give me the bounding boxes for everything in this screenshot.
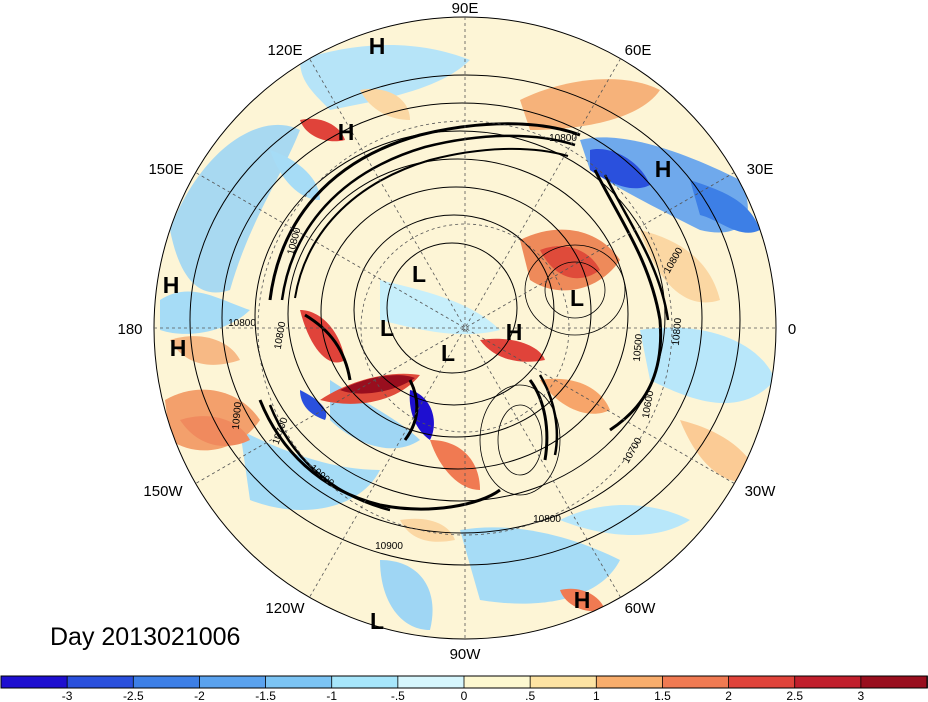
colorbar-cell [331, 675, 399, 689]
colorbar-tick-label: -3 [62, 689, 73, 702]
high-pressure-marker: H [163, 272, 180, 298]
lon-label-180: 180 [117, 321, 142, 338]
colorbar-cell [463, 675, 532, 689]
contour-label: 10800 [228, 318, 256, 329]
colorbar-cell [397, 675, 465, 689]
contour-label: 10900 [231, 401, 244, 430]
contour-label: 10800 [273, 320, 289, 350]
lon-label-150w: 150W [143, 483, 183, 500]
colorbar-cell [529, 675, 598, 689]
low-pressure-marker: L [570, 285, 584, 311]
low-pressure-marker: L [412, 261, 426, 287]
lon-label-30e: 30E [747, 161, 774, 178]
longitude-labels: 90E 60E 30E 0 30W 60W 90W 120W 150W 180 … [117, 0, 796, 663]
contour-label: 10500 [632, 333, 645, 362]
colorbar-cells [0, 675, 928, 689]
lon-label-90w: 90W [450, 646, 482, 663]
lon-label-150e: 150E [148, 161, 183, 178]
contour-label: 10900 [375, 541, 403, 552]
colorbar-tick-label: 1 [593, 689, 600, 702]
colorbar: -3 -2.5 -2 -1.5 -1 -.5 0 .5 1 1.5 2 2.5 3 [0, 675, 928, 702]
colorbar-cell [860, 675, 928, 689]
pressure-centers: H H H H H H H L L L L L [163, 33, 672, 634]
colorbar-cell [265, 675, 333, 689]
colorbar-tick-label: -.5 [391, 689, 405, 702]
graticule [154, 17, 776, 639]
high-pressure-marker: H [369, 33, 386, 59]
colorbar-tick-label: -2 [194, 689, 205, 702]
colorbar-cell [66, 675, 135, 689]
colorbar-tick-label: .5 [525, 689, 535, 702]
low-pressure-marker: L [370, 608, 384, 634]
colorbar-cell [595, 675, 664, 689]
contour-label: 10800 [549, 133, 577, 144]
high-pressure-marker: H [655, 156, 672, 182]
colorbar-tick-labels: -3 -2.5 -2 -1.5 -1 -.5 0 .5 1 1.5 2 2.5 3 [62, 689, 865, 702]
low-pressure-marker: L [380, 315, 394, 341]
contour-label: 10800 [533, 514, 561, 525]
colorbar-tick-label: -1.5 [255, 689, 276, 702]
colorbar-cell [199, 675, 267, 689]
colorbar-tick-label: -2.5 [123, 689, 144, 702]
lon-label-60e: 60E [625, 42, 652, 59]
lon-label-30w: 30W [745, 483, 777, 500]
high-pressure-marker: H [506, 319, 523, 345]
high-pressure-marker: H [338, 119, 355, 145]
high-pressure-marker: H [170, 335, 187, 361]
colorbar-tick-label: 0 [461, 689, 468, 702]
colorbar-cell [132, 675, 201, 689]
lon-label-90e: 90E [452, 0, 479, 17]
colorbar-tick-label: 3 [858, 689, 865, 702]
colorbar-tick-label: -1 [326, 689, 337, 702]
colorbar-cell [794, 675, 862, 689]
low-pressure-marker: L [441, 340, 455, 366]
colorbar-cell [0, 675, 69, 689]
lon-label-0: 0 [788, 321, 796, 338]
colorbar-cell [728, 675, 796, 689]
contour-label: 10600 [641, 389, 657, 419]
colorbar-cell [662, 675, 730, 689]
high-pressure-marker: H [574, 587, 591, 613]
contour-label: 10800 [671, 317, 684, 346]
lon-label-120e: 120E [267, 42, 302, 59]
colorbar-tick-label: 1.5 [654, 689, 671, 702]
date-title: Day 2013021006 [50, 623, 240, 651]
lon-label-120w: 120W [265, 600, 305, 617]
colorbar-tick-label: 2 [725, 689, 732, 702]
lon-label-60w: 60W [625, 600, 657, 617]
colorbar-tick-label: 2.5 [786, 689, 803, 702]
